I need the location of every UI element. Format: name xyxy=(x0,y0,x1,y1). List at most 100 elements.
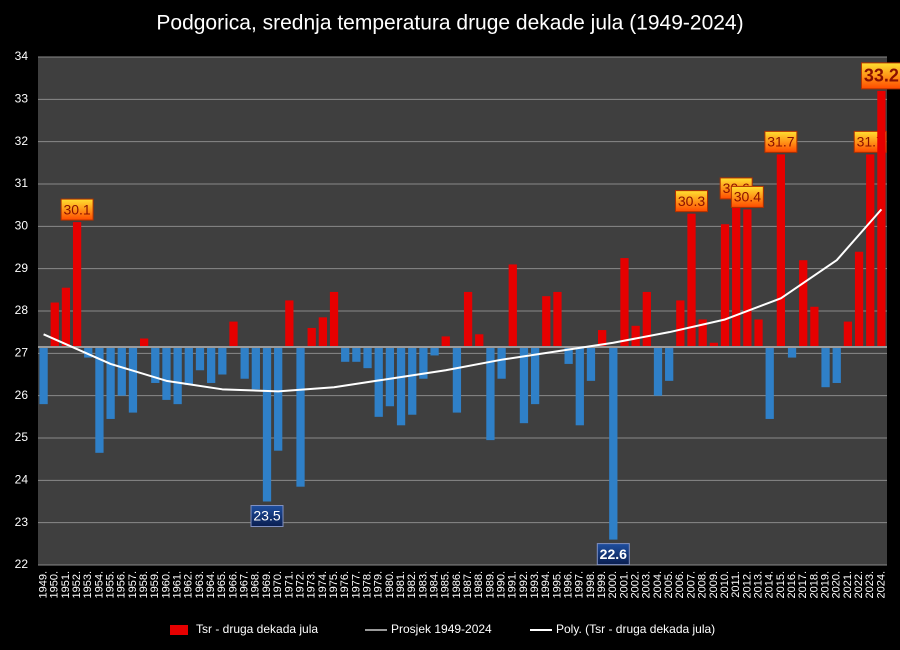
bar xyxy=(408,346,417,415)
bar xyxy=(396,346,406,426)
bar xyxy=(128,346,138,413)
x-tick-label: 2015. xyxy=(775,571,787,599)
x-tick-label: 1973. xyxy=(306,571,318,599)
x-tick-label: 1967. xyxy=(239,571,251,599)
x-tick-label: 1960. xyxy=(160,571,172,599)
x-tick-label: 1986. xyxy=(451,571,463,599)
bar xyxy=(776,154,786,347)
data-label-box xyxy=(730,185,764,208)
y-tick-label: 26 xyxy=(15,388,29,402)
bar xyxy=(463,291,473,347)
x-tick-label: 1959. xyxy=(149,571,161,599)
data-label: 30.4 xyxy=(734,189,761,205)
x-tick-label: 2005. xyxy=(663,571,675,599)
x-tick-label: 1987. xyxy=(462,571,474,599)
bar xyxy=(262,346,272,502)
x-tick-label: 2012. xyxy=(741,571,753,599)
y-tick-label: 25 xyxy=(15,430,29,444)
bar xyxy=(307,327,316,347)
bar xyxy=(61,287,71,347)
x-tick-label: 1961. xyxy=(172,571,184,599)
x-tick-label: 1998. xyxy=(585,571,597,599)
bar xyxy=(419,346,428,379)
x-tick-label: 1996. xyxy=(563,571,575,599)
x-tick-label: 2006. xyxy=(674,571,686,599)
bar xyxy=(598,330,607,347)
bar xyxy=(486,346,495,441)
bar xyxy=(497,346,506,379)
bar xyxy=(475,334,484,347)
bar xyxy=(162,346,171,400)
trend-line xyxy=(43,208,883,393)
bar xyxy=(240,346,249,379)
bar xyxy=(117,346,126,396)
x-tick-label: 2000. xyxy=(607,571,619,599)
x-tick-label: 1956. xyxy=(116,571,128,599)
bar xyxy=(251,346,260,390)
x-tick-label: 1999. xyxy=(596,571,608,599)
x-tick-label: 1966. xyxy=(227,571,239,599)
y-tick-label: 33 xyxy=(15,92,29,106)
data-label-box xyxy=(250,505,284,527)
x-tick-label: 1970. xyxy=(272,571,284,599)
bar xyxy=(553,291,562,347)
bar xyxy=(207,346,216,383)
x-tick-label: 1979. xyxy=(373,571,385,599)
x-tick-label: 1963. xyxy=(194,571,206,599)
y-tick-label: 29 xyxy=(15,261,29,275)
y-tick-label: 31 xyxy=(15,176,29,190)
bar xyxy=(430,346,439,356)
x-tick-label: 1949. xyxy=(37,571,49,599)
y-tick-label: 23 xyxy=(15,515,29,529)
bar xyxy=(843,321,853,347)
data-label-box xyxy=(764,130,798,153)
bar xyxy=(877,90,886,347)
bar xyxy=(72,222,82,347)
bar xyxy=(195,346,205,371)
x-tick-label: 1971. xyxy=(283,571,295,599)
x-tick-label: 2003. xyxy=(641,571,653,599)
bar xyxy=(564,346,573,364)
data-label-box xyxy=(596,543,630,566)
bar xyxy=(39,346,48,405)
x-tick-label: 1974. xyxy=(317,571,329,599)
x-tick-label: 2011. xyxy=(730,571,742,598)
bar xyxy=(519,346,529,424)
x-tick-label: 1968. xyxy=(250,571,262,599)
bar xyxy=(821,346,830,388)
bar xyxy=(866,154,875,347)
data-label: 31.7 xyxy=(767,134,794,150)
y-tick-label: 24 xyxy=(15,473,29,487)
x-tick-label: 1955. xyxy=(105,571,117,599)
x-tick-label: 1982. xyxy=(406,571,418,599)
x-tick-label: 1954. xyxy=(93,571,105,599)
x-tick-label: 2023. xyxy=(864,571,876,599)
x-tick-label: 2008. xyxy=(697,571,709,599)
legend-swatch xyxy=(170,625,188,635)
y-tick-label: 34 xyxy=(15,49,29,63)
bar xyxy=(799,260,808,347)
bar xyxy=(385,346,395,407)
bar xyxy=(530,346,540,405)
x-tick-label: 2017. xyxy=(797,571,809,599)
y-tick-label: 32 xyxy=(15,134,29,148)
x-tick-label: 2016. xyxy=(786,571,798,599)
bar xyxy=(285,300,294,347)
legend-label: Tsr - druga dekada jula xyxy=(196,622,318,636)
bar xyxy=(106,346,115,419)
bar xyxy=(687,213,696,347)
x-tick-label: 2002. xyxy=(630,571,642,599)
bar xyxy=(229,321,238,347)
data-label: 30.1 xyxy=(63,201,90,217)
data-label-box xyxy=(60,198,94,221)
bar xyxy=(642,291,651,347)
data-label: 23.5 xyxy=(253,508,280,524)
bar xyxy=(698,319,707,347)
data-label: 33.2 xyxy=(864,66,899,86)
x-tick-label: 1983. xyxy=(417,571,429,599)
bar xyxy=(139,338,149,347)
bar xyxy=(575,346,584,426)
data-label: 31.7 xyxy=(857,134,884,150)
bar xyxy=(84,346,93,358)
